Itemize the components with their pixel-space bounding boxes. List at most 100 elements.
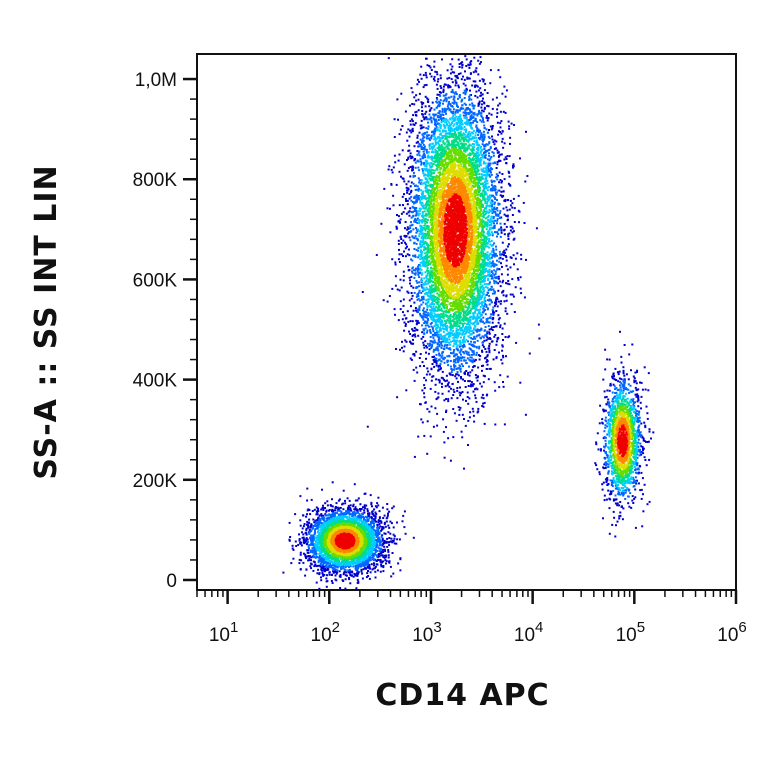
event-point [402,304,405,307]
event-point [425,351,427,354]
event-point [482,151,485,154]
event-point [465,58,468,61]
event-point [481,304,484,307]
event-point [507,182,510,185]
event-point [422,172,425,175]
event-point [496,298,499,301]
event-point [475,148,478,151]
event-point [418,145,421,148]
event-point [406,253,409,256]
event-point [491,151,494,154]
event-point [469,318,472,321]
event-point [481,365,483,367]
event-point [420,283,423,286]
event-point [488,152,490,155]
event-point [416,238,419,241]
event-point [474,119,477,122]
event-point [467,77,470,80]
event-point [472,71,475,74]
event-point [477,133,480,136]
event-point [453,119,455,122]
event-point [436,80,439,83]
event-point [410,216,413,219]
event-point [447,400,450,403]
event-point [457,126,460,129]
event-point [469,115,472,118]
event-point [416,200,418,203]
event-point [409,333,412,335]
event-point [453,364,456,367]
event-point [501,173,504,175]
event-point [501,291,504,294]
event-point [435,137,438,140]
event-point [420,189,423,192]
event-point [421,212,424,215]
event-point [426,292,429,295]
event-point [447,126,450,129]
event-point [479,220,482,223]
event-point [464,84,467,87]
event-point [499,126,502,129]
event-point [504,254,507,257]
event-point [477,112,480,115]
event-point [446,379,449,382]
event-point [399,300,402,303]
event-point [431,101,434,104]
event-point [499,374,502,377]
event-point [468,119,470,122]
event-point [487,337,490,340]
event-point [500,216,503,219]
event-point [475,136,478,139]
event-point [467,419,470,422]
event-point [498,268,501,271]
event-point [472,414,475,417]
event-point [477,311,480,314]
event-point [415,242,418,245]
event-point [471,353,473,356]
event-point [407,167,410,170]
event-point [420,236,423,239]
event-point [424,112,427,115]
event-point [502,251,505,254]
event-point [501,333,504,335]
event-point [420,314,423,317]
event-point [482,402,485,405]
event-point [398,153,401,156]
event-point [506,199,509,201]
event-point [494,219,497,222]
event-point [460,62,463,65]
event-point [469,118,472,121]
event-point [435,113,438,116]
event-point [471,136,474,139]
event-point [417,166,420,169]
event-point [500,190,503,193]
event-point [453,96,456,99]
event-point [439,363,442,366]
event-point [439,326,441,329]
event-point [462,91,465,94]
event-point [428,118,431,121]
event-point [437,129,440,132]
event-point [422,220,424,223]
event-point [434,383,437,386]
event-point [418,307,421,310]
event-point [487,325,490,328]
event-point [447,84,450,87]
event-point [437,396,440,399]
event-point [482,167,485,170]
event-point [497,69,500,72]
event-point [481,335,484,338]
event-point [470,144,473,147]
event-point [481,117,484,119]
event-point [427,154,430,157]
event-point [478,206,481,209]
event-point [489,201,492,204]
event-point [490,239,493,242]
event-point [460,348,463,351]
event-point [471,131,473,134]
event-point [410,297,413,300]
event-point [423,207,426,210]
event-point [446,344,449,346]
event-point [416,195,419,197]
event-point [501,92,504,95]
